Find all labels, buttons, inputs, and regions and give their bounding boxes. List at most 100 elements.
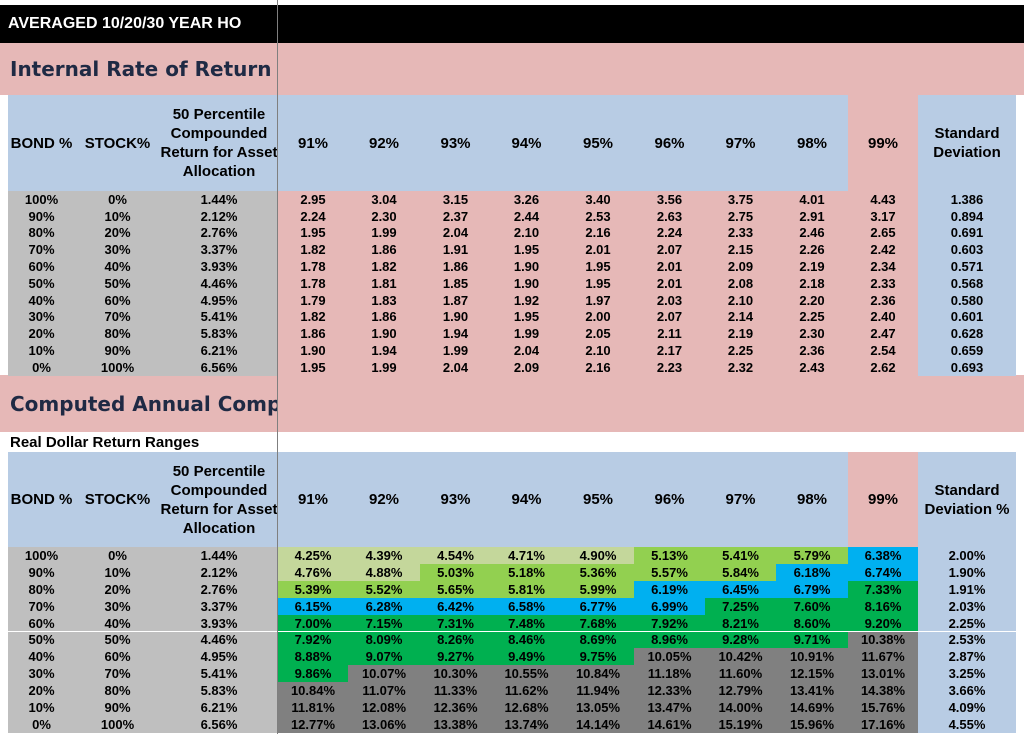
table-cell: 7.68% — [562, 614, 634, 632]
table-cell: 4.46% — [160, 275, 278, 292]
table-cell: 0.603 — [918, 241, 1016, 259]
table-cell: 12.77% — [278, 716, 348, 733]
table-cell: 3.40 — [562, 191, 634, 208]
column-header: 96% — [634, 452, 705, 547]
table-cell: 4.95% — [160, 648, 278, 666]
table-cell: 13.06% — [348, 716, 420, 733]
table-cell: 3.93% — [160, 614, 278, 632]
column-header: 94% — [491, 95, 562, 191]
table-cell: 2.36 — [776, 342, 848, 359]
table-cell: 80% — [8, 580, 75, 598]
table-cell: 2.04 — [420, 359, 491, 376]
table-cell: 2.19 — [776, 258, 848, 275]
table-cell: 1.90 — [348, 325, 420, 343]
table-cell: 6.45% — [705, 580, 776, 598]
table-cell: 7.92% — [278, 631, 348, 649]
table-cell: 12.68% — [491, 699, 562, 716]
table-cell: 30% — [75, 241, 160, 259]
table-cell: 2.14 — [705, 308, 776, 326]
table-cell: 40% — [75, 258, 160, 275]
table-cell: 2.54 — [848, 342, 918, 359]
table-cell: 6.74% — [848, 563, 918, 581]
table-cell: 4.88% — [348, 563, 420, 581]
table-cell: 3.66% — [918, 682, 1016, 700]
table-cell: 6.21% — [160, 342, 278, 359]
table-cell: 8.96% — [634, 631, 705, 649]
table-cell: 8.09% — [348, 631, 420, 649]
table-cell: 15.96% — [776, 716, 848, 733]
table-cell: 2.91 — [776, 207, 848, 225]
table-cell: 11.94% — [562, 682, 634, 700]
table-cell: 2.12% — [160, 207, 278, 225]
table-cell: 15.19% — [705, 716, 776, 733]
table-cell: 2.16 — [562, 359, 634, 376]
table-cell: 2.03% — [918, 597, 1016, 615]
table-cell: 5.65% — [420, 580, 491, 598]
table-cell: 12.15% — [776, 665, 848, 683]
table-cell: 5.41% — [160, 308, 278, 326]
table-cell: 0.580 — [918, 291, 1016, 309]
table-cell: 5.41% — [160, 665, 278, 683]
table-cell: 2.26 — [776, 241, 848, 259]
table-cell: 30% — [8, 665, 75, 683]
table-cell: 2.25 — [705, 342, 776, 359]
table-cell: 6.56% — [160, 716, 278, 733]
table-cell: 8.46% — [491, 631, 562, 649]
table-cell: 40% — [8, 291, 75, 309]
table-cell: 70% — [75, 665, 160, 683]
table-cell: 5.79% — [776, 547, 848, 564]
table-cell: 4.95% — [160, 291, 278, 309]
table-cell: 4.25% — [278, 547, 348, 564]
table-cell: 2.20 — [776, 291, 848, 309]
table-cell: 6.28% — [348, 597, 420, 615]
table-cell: 100% — [8, 547, 75, 564]
table-cell: 5.13% — [634, 547, 705, 564]
table-cell: 2.24 — [278, 207, 348, 225]
table-cell: 0% — [75, 191, 160, 208]
table-cell: 1.90 — [491, 258, 562, 275]
table-cell: 13.41% — [776, 682, 848, 700]
table-cell: 70% — [8, 597, 75, 615]
table-cell: 7.25% — [705, 597, 776, 615]
table-cell: 2.10 — [491, 224, 562, 242]
table-cell: 11.07% — [348, 682, 420, 700]
table-cell: 90% — [8, 563, 75, 581]
table-cell: 30% — [75, 597, 160, 615]
table-cell: 11.67% — [848, 648, 918, 666]
table-cell: 2.32 — [705, 359, 776, 376]
column-header: 99% — [848, 452, 918, 547]
table-cell: 3.75 — [705, 191, 776, 208]
table-cell: 1.95 — [491, 308, 562, 326]
table-cell: 11.60% — [705, 665, 776, 683]
table-cell: 6.38% — [848, 547, 918, 564]
table-cell: 2.16 — [562, 224, 634, 242]
column-header: 50 Percentile Compounded Return for Asse… — [160, 95, 278, 191]
table-cell: 90% — [75, 699, 160, 716]
table-cell: 0.571 — [918, 258, 1016, 275]
table-cell: 2.24 — [634, 224, 705, 242]
table-cell: 14.38% — [848, 682, 918, 700]
column-header: STOCK% — [75, 452, 160, 547]
section-subheading: Real Dollar Return Ranges — [10, 433, 200, 451]
table-cell: 12.79% — [705, 682, 776, 700]
section-heading: Computed Annual Compo — [10, 391, 278, 416]
title-bar — [0, 5, 1024, 43]
table-cell: 20% — [75, 224, 160, 242]
table-cell: 2.62 — [848, 359, 918, 376]
column-header: 97% — [705, 95, 776, 191]
table-cell: 1.95 — [278, 224, 348, 242]
table-cell: 3.25% — [918, 665, 1016, 683]
table-cell: 3.56 — [634, 191, 705, 208]
table-cell: 2.53% — [918, 631, 1016, 649]
table-cell: 4.01 — [776, 191, 848, 208]
table-cell: 2.53 — [562, 207, 634, 225]
table-cell: 1.95 — [562, 275, 634, 292]
table-cell: 10% — [75, 563, 160, 581]
table-cell: 1.44% — [160, 547, 278, 564]
table-cell: 1.91 — [420, 241, 491, 259]
table-cell: 2.15 — [705, 241, 776, 259]
freeze-pane-line — [277, 0, 278, 734]
table-cell: 1.82 — [278, 241, 348, 259]
table-cell: 60% — [8, 258, 75, 275]
table-cell: 14.00% — [705, 699, 776, 716]
